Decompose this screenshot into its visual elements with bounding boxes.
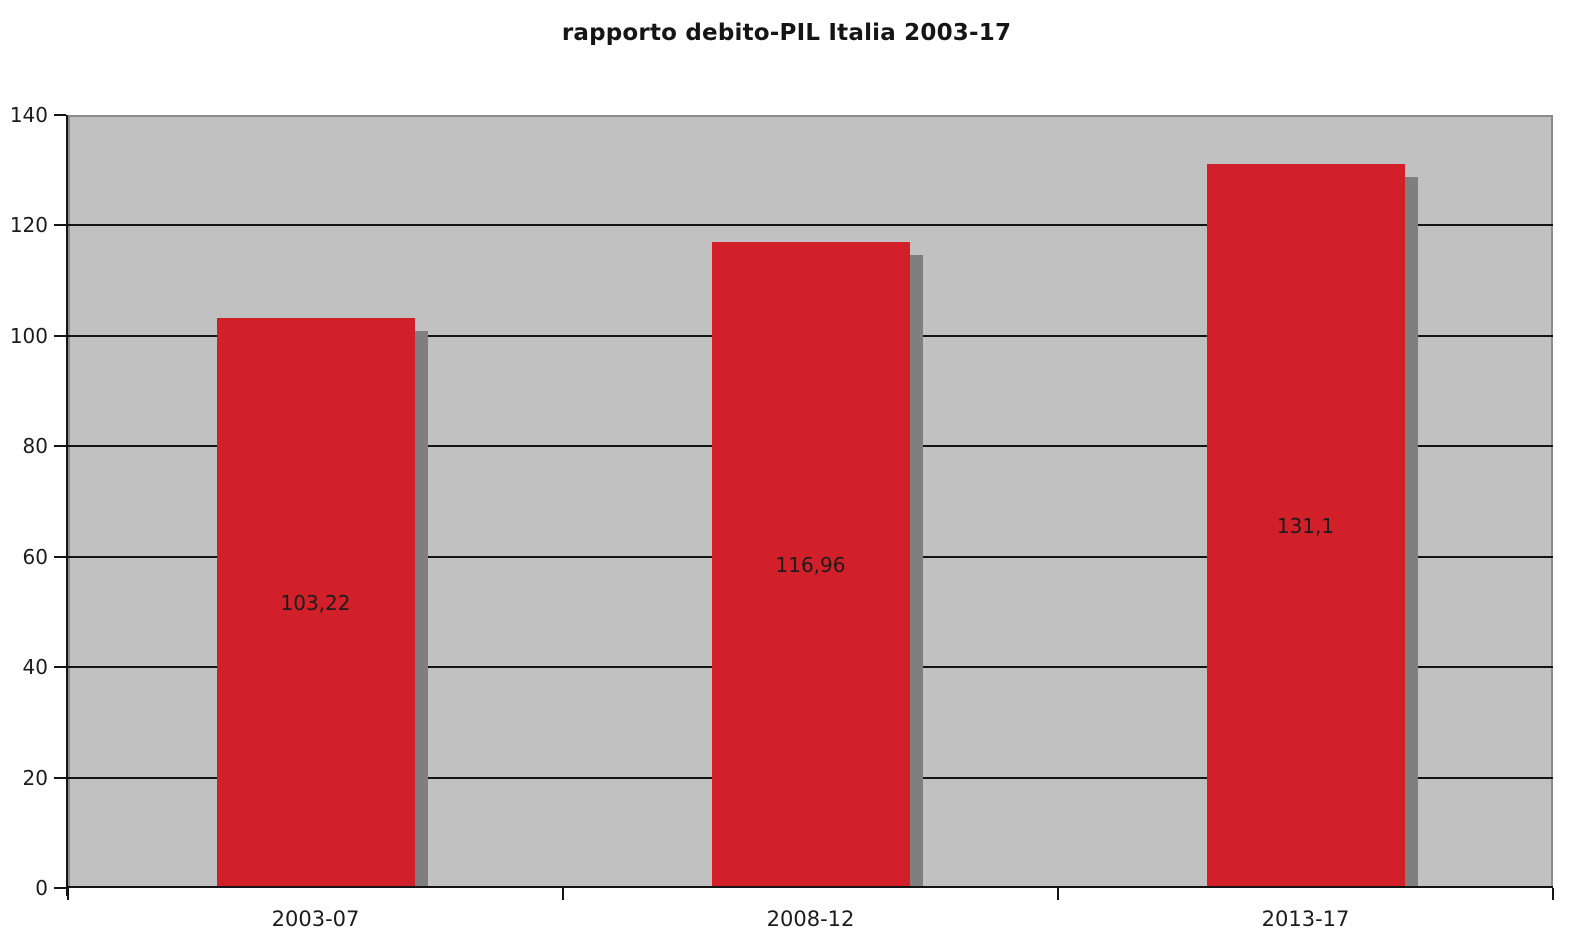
y-tick-label: 120 — [9, 213, 48, 238]
bar-2003-07 — [216, 318, 415, 888]
chart-title: rapporto debito-PIL Italia 2003-17 — [561, 20, 1012, 46]
y-axis-tick — [54, 334, 66, 337]
bar-value-label: 103,22 — [280, 591, 351, 616]
bar-value-label: 116,96 — [775, 553, 846, 578]
x-axis-tick — [1552, 888, 1554, 900]
y-axis-line — [66, 115, 68, 896]
x-axis-tick — [1057, 888, 1059, 900]
y-tick-label: 80 — [22, 434, 48, 459]
bar-2008-12 — [711, 242, 910, 888]
y-tick-label: 40 — [22, 655, 48, 680]
bar-2013-17 — [1206, 164, 1405, 888]
y-axis-tick — [54, 445, 66, 448]
y-axis-tick — [54, 114, 66, 116]
y-axis-tick — [54, 666, 66, 669]
x-axis-tick — [67, 888, 69, 900]
y-tick-label: 60 — [22, 544, 48, 569]
bar-value-label: 131,1 — [1276, 514, 1335, 539]
x-axis-tick — [562, 888, 564, 900]
y-tick-label: 20 — [22, 765, 48, 790]
x-tick-label: 2008-12 — [766, 907, 855, 931]
x-axis-line — [66, 886, 1553, 888]
y-axis-tick — [54, 555, 66, 558]
x-tick-label: 2003-07 — [271, 907, 360, 931]
y-axis-tick — [54, 776, 66, 779]
y-tick-label: 0 — [35, 876, 48, 900]
y-tick-label: 140 — [9, 103, 48, 127]
x-tick-label: 2013-17 — [1261, 907, 1350, 931]
y-tick-label: 100 — [9, 323, 48, 348]
gridline-y-120 — [68, 224, 1553, 227]
y-axis-tick — [54, 224, 66, 227]
y-axis-tick — [54, 887, 66, 889]
